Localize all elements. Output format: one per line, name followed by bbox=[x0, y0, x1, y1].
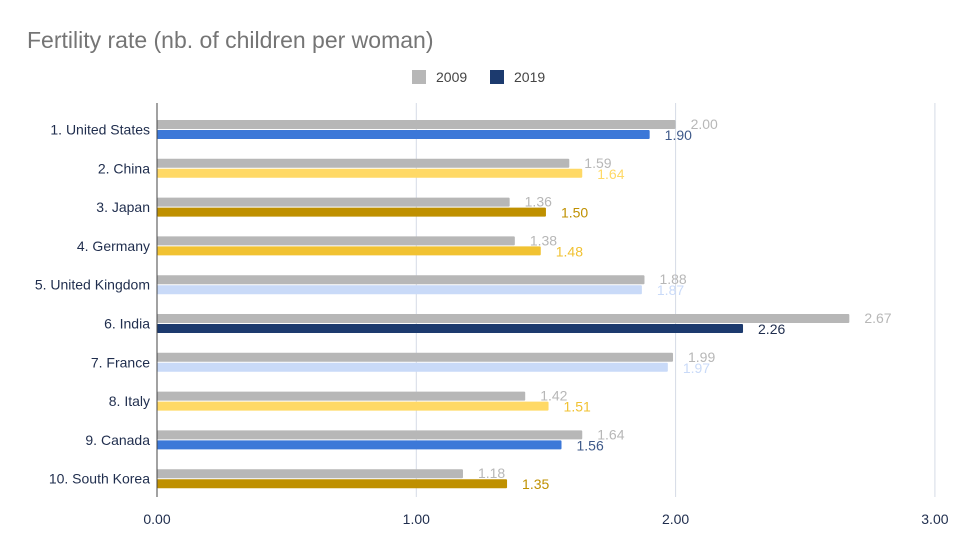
category-label: 8. Italy bbox=[109, 393, 150, 409]
value-label-2019: 1.87 bbox=[657, 282, 684, 298]
x-tick-label: 3.00 bbox=[921, 511, 948, 527]
value-label-2019: 1.51 bbox=[564, 399, 591, 415]
value-label-2019: 1.90 bbox=[665, 127, 692, 143]
category-label: 3. Japan bbox=[96, 199, 150, 215]
bar-2009[interactable] bbox=[157, 197, 510, 207]
bar-2019[interactable] bbox=[157, 440, 562, 450]
bar-2019[interactable] bbox=[157, 324, 744, 333]
bar-2009[interactable] bbox=[157, 391, 526, 401]
bar-2019[interactable] bbox=[157, 362, 668, 372]
value-label-2009: 1.38 bbox=[530, 232, 557, 248]
value-label-2019: 2.26 bbox=[758, 321, 785, 337]
value-label-2019: 1.97 bbox=[683, 360, 710, 376]
value-label-2009: 1.36 bbox=[525, 194, 552, 210]
value-label-2019: 1.35 bbox=[522, 476, 549, 492]
category-label: 10. South Korea bbox=[49, 471, 150, 487]
bar-2009[interactable] bbox=[157, 469, 463, 479]
value-label-2019: 1.56 bbox=[577, 437, 604, 453]
chart-title: Fertility rate (nb. of children per woma… bbox=[27, 27, 434, 53]
bar-2019[interactable] bbox=[157, 479, 508, 489]
bars bbox=[157, 120, 850, 489]
bar-2009[interactable] bbox=[157, 275, 645, 285]
legend: 2009 2019 bbox=[412, 69, 545, 85]
value-label-2009: 1.88 bbox=[659, 271, 686, 287]
value-label-2009: 1.42 bbox=[540, 388, 567, 404]
legend-label-2019[interactable]: 2019 bbox=[514, 69, 545, 85]
bar-2009[interactable] bbox=[157, 158, 570, 168]
value-label-2019: 1.48 bbox=[556, 243, 583, 259]
bar-2009[interactable] bbox=[157, 352, 674, 362]
x-tick-labels: 0.00 1.00 2.00 3.00 bbox=[143, 511, 948, 527]
x-tick-label: 2.00 bbox=[662, 511, 689, 527]
category-label: 7. France bbox=[91, 354, 150, 370]
category-label: 2. China bbox=[98, 160, 150, 176]
value-label-2019: 1.64 bbox=[597, 166, 624, 182]
bar-2019[interactable] bbox=[157, 130, 650, 139]
value-label-2009: 1.18 bbox=[478, 465, 505, 481]
bar-2009[interactable] bbox=[157, 120, 676, 129]
x-tick-label: 1.00 bbox=[403, 511, 430, 527]
bar-2009[interactable] bbox=[157, 430, 583, 440]
bar-2009[interactable] bbox=[157, 314, 850, 323]
bar-2019[interactable] bbox=[157, 246, 541, 256]
legend-label-2009[interactable]: 2009 bbox=[436, 69, 467, 85]
bar-2009[interactable] bbox=[157, 236, 515, 246]
bar-2019[interactable] bbox=[157, 401, 549, 411]
bar-2019[interactable] bbox=[157, 207, 546, 217]
value-label-2009: 1.99 bbox=[688, 349, 715, 365]
category-label: 9. Canada bbox=[85, 432, 150, 448]
legend-swatch-2009 bbox=[412, 70, 426, 84]
category-label: 5. United Kingdom bbox=[35, 277, 150, 293]
value-label-2009: 2.00 bbox=[691, 116, 718, 132]
value-label-2019: 1.50 bbox=[561, 205, 588, 221]
category-label: 6. India bbox=[104, 316, 150, 332]
category-label: 1. United States bbox=[50, 122, 150, 138]
value-label-2009: 1.64 bbox=[597, 426, 624, 442]
legend-swatch-2019 bbox=[490, 70, 504, 84]
bar-2019[interactable] bbox=[157, 285, 642, 295]
value-labels: 2.001.901.591.641.361.501.381.481.881.87… bbox=[478, 116, 892, 492]
value-label-2009: 1.59 bbox=[584, 155, 611, 171]
category-label: 4. Germany bbox=[77, 238, 150, 254]
x-tick-label: 0.00 bbox=[143, 511, 170, 527]
category-labels: 1. United States 2. China 3. Japan 4. Germa… bbox=[35, 122, 150, 487]
bar-2019[interactable] bbox=[157, 168, 583, 178]
value-label-2009: 2.67 bbox=[864, 310, 891, 326]
